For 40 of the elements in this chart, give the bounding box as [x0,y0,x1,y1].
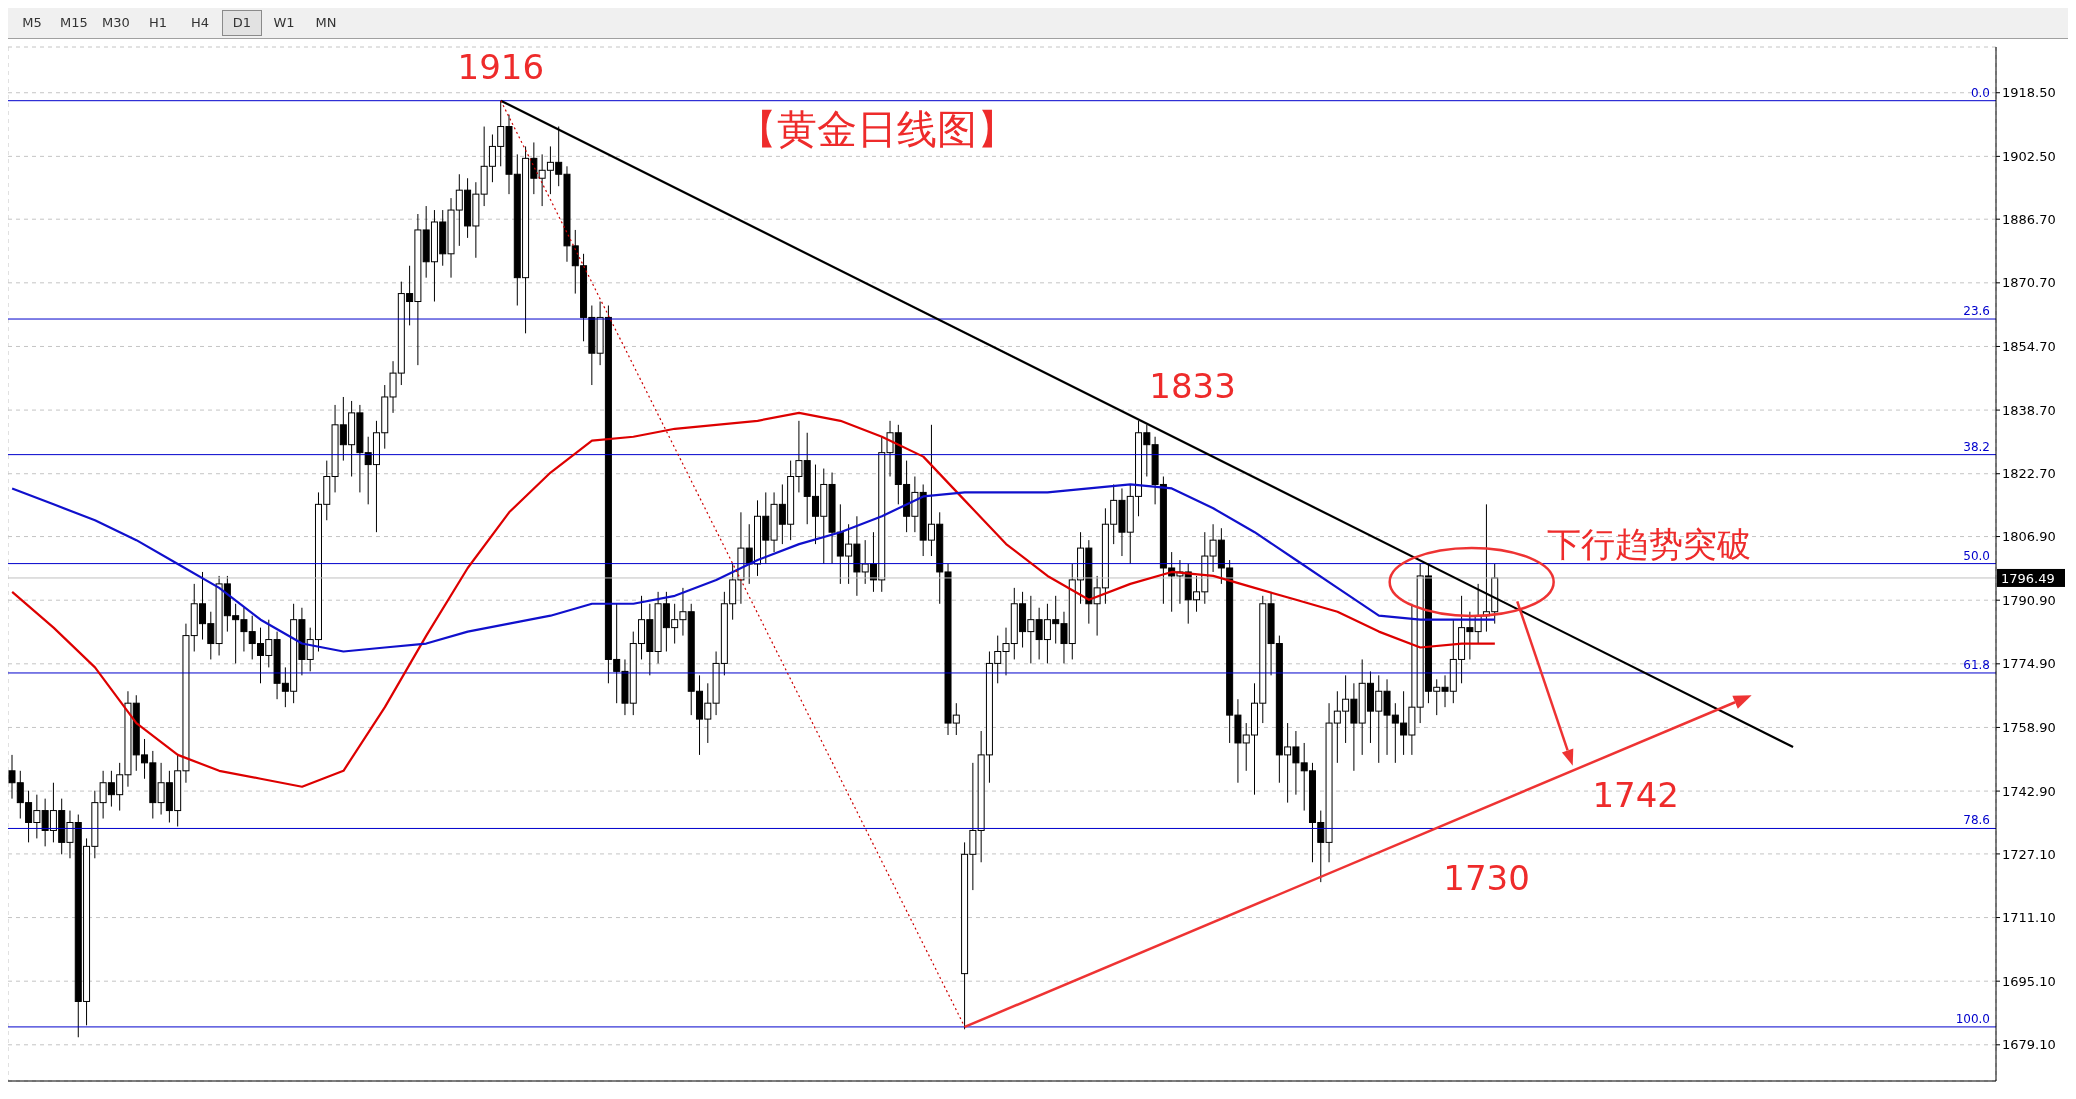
annotation: 下行趋势突破 [1546,524,1751,565]
y-tick-label: 1679.10 [2002,1037,2056,1053]
text: MN [314,14,338,32]
text: M15 [59,14,89,32]
y-tick-label: 1742.90 [2002,783,2056,799]
text: H1 [147,14,168,32]
y-tick-label: 1870.70 [2002,275,2056,291]
ref-line-label: 1796.49 [2001,570,2055,586]
text: H4 [189,14,210,32]
annotation: 50.0 [1963,548,1990,563]
annotation: 38.2 [1963,439,1990,454]
y-tick-label: 1854.70 [2002,339,2056,355]
y-tick-label: 1727.10 [2002,846,2056,862]
text: M5 [21,14,43,32]
y-tick-label: 1838.70 [2002,402,2056,418]
text: M30 [101,14,131,32]
y-tick-label: 1822.70 [2002,466,2056,482]
annotation: 100.0 [1955,1011,1990,1026]
annotation: 0.0 [1970,85,1990,100]
y-tick-label: 1918.50 [2002,85,2056,101]
annotation: 1742 [1592,774,1679,815]
text: 【黄金日线图】 [736,106,1017,152]
y-tick-label: 1806.90 [2002,529,2056,545]
annotation: 61.8 [1963,657,1990,672]
y-tick-label: 1790.90 [2002,592,2056,608]
line-series [11,411,1496,788]
annotation: 78.6 [1963,813,1990,828]
y-tick-label: 1902.50 [2002,148,2056,164]
text: D1 [222,10,262,36]
line-series [11,483,1496,653]
y-tick-label: 1695.10 [2002,973,2056,989]
text: W1 [272,14,296,32]
y-tick-label: 1774.90 [2002,656,2056,672]
y-tick-label: 1886.70 [2002,211,2056,227]
y-tick-label: 1711.10 [2002,910,2056,926]
annotation: 1916 [457,46,545,87]
annotation: 1730 [1443,858,1530,899]
annotation: 23.6 [1963,304,1990,319]
annotation: 1833 [1149,366,1236,407]
y-tick-label: 1758.90 [2002,720,2056,736]
